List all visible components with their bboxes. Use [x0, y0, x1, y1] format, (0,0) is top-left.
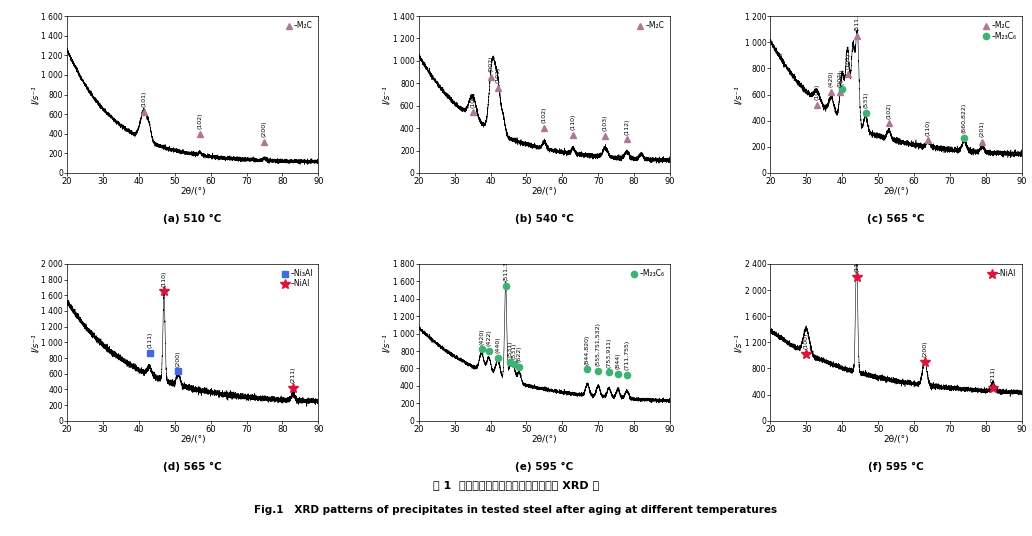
Text: (f) 595 °C: (f) 595 °C [868, 461, 924, 472]
Legend: –M₂₃C₆: –M₂₃C₆ [630, 267, 667, 280]
Text: (110): (110) [854, 256, 859, 272]
Legend: –M₂C, –M₂₃C₆: –M₂C, –M₂₃C₆ [981, 20, 1018, 42]
Text: (660,822): (660,822) [962, 103, 967, 133]
Text: (200): (200) [923, 341, 928, 357]
Legend: –NiAl: –NiAl [987, 267, 1018, 280]
Text: (110): (110) [571, 114, 576, 130]
Y-axis label: I/s⁻¹: I/s⁻¹ [383, 333, 391, 352]
Text: (420): (420) [479, 328, 484, 345]
Y-axis label: I/s⁻¹: I/s⁻¹ [734, 333, 743, 352]
Text: (622): (622) [517, 345, 522, 362]
Text: (422): (422) [486, 330, 491, 346]
Text: (002): (002) [488, 55, 493, 72]
Text: (102): (102) [542, 107, 547, 123]
Y-axis label: I/s⁻¹: I/s⁻¹ [734, 85, 743, 104]
Text: (711,755): (711,755) [624, 340, 630, 370]
Text: (101): (101) [495, 66, 501, 83]
Text: (211): (211) [291, 367, 296, 383]
Text: (002): (002) [838, 71, 843, 87]
Text: (531): (531) [512, 343, 516, 360]
X-axis label: 2θ/(°): 2θ/(°) [531, 435, 557, 444]
Text: (511,333): (511,333) [504, 251, 508, 281]
Text: (531): (531) [508, 340, 513, 357]
Y-axis label: I/s⁻¹: I/s⁻¹ [31, 85, 40, 104]
Text: (420): (420) [829, 71, 834, 87]
Y-axis label: I/s⁻¹: I/s⁻¹ [31, 333, 40, 352]
Text: (201): (201) [979, 121, 985, 137]
Text: (112): (112) [624, 118, 630, 135]
Text: (555,751,532): (555,751,532) [595, 322, 601, 367]
X-axis label: 2θ/(°): 2θ/(°) [883, 188, 909, 197]
Text: (440): (440) [840, 68, 845, 85]
Text: (844,820): (844,820) [585, 334, 590, 364]
Text: (101): (101) [845, 53, 850, 69]
Text: 图 1  不同温度时效后试验锂中析出相的 XRD 谱: 图 1 不同温度时效后试验锂中析出相的 XRD 谱 [433, 480, 599, 490]
Text: (102): (102) [886, 102, 892, 118]
Text: (101): (101) [141, 91, 147, 107]
Text: (100): (100) [814, 84, 819, 100]
Legend: –M₂C: –M₂C [636, 20, 667, 32]
Text: (103): (103) [603, 115, 608, 131]
Text: (753,911): (753,911) [607, 337, 612, 368]
Y-axis label: I/s⁻¹: I/s⁻¹ [383, 85, 391, 104]
X-axis label: 2θ/(°): 2θ/(°) [883, 435, 909, 444]
Text: (110): (110) [161, 270, 166, 287]
Legend: –Ni₃Al, –NiAl: –Ni₃Al, –NiAl [281, 267, 315, 290]
Text: Fig.1   XRD patterns of precipitates in tested steel after aging at different te: Fig.1 XRD patterns of precipitates in te… [255, 505, 777, 515]
Text: (102): (102) [197, 113, 202, 129]
Text: (200): (200) [262, 121, 267, 137]
Text: (531): (531) [863, 92, 868, 108]
X-axis label: 2θ/(°): 2θ/(°) [180, 188, 205, 197]
Text: (d) 565 °C: (d) 565 °C [163, 461, 222, 472]
Text: (844): (844) [615, 352, 620, 369]
Text: (100): (100) [804, 333, 809, 349]
Text: (100): (100) [471, 91, 475, 108]
Text: (a) 510 °C: (a) 510 °C [163, 214, 222, 224]
X-axis label: 2θ/(°): 2θ/(°) [531, 188, 557, 197]
X-axis label: 2θ/(°): 2θ/(°) [180, 435, 205, 444]
Text: (440): (440) [495, 337, 501, 353]
Text: (e) 595 °C: (e) 595 °C [515, 461, 574, 472]
Text: (c) 565 °C: (c) 565 °C [867, 214, 925, 224]
Text: (511,333): (511,333) [854, 1, 859, 31]
Text: (b) 540 °C: (b) 540 °C [515, 214, 574, 224]
Text: (111): (111) [148, 331, 152, 348]
Text: (211): (211) [991, 367, 996, 383]
Text: (200): (200) [175, 350, 181, 367]
Text: (110): (110) [926, 119, 931, 136]
Legend: –M₂C: –M₂C [284, 20, 315, 32]
